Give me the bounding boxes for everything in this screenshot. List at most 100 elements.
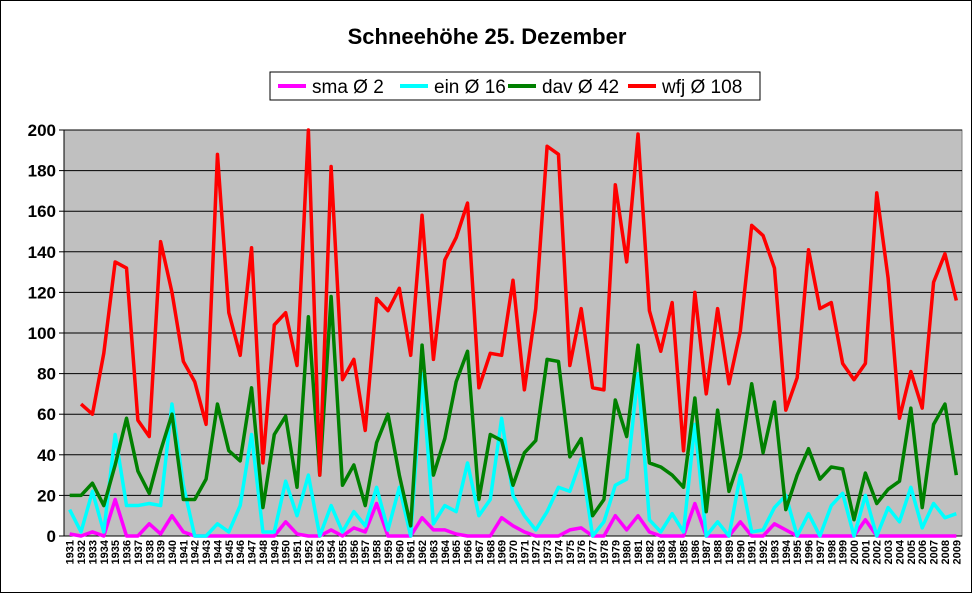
y-tick-label: 180: [28, 162, 56, 181]
x-tick-label: 1974: [553, 539, 565, 564]
x-tick-label: 2006: [917, 540, 929, 564]
chart-title: Schneehöhe 25. Dezember: [348, 24, 627, 49]
x-tick-label: 1964: [440, 539, 452, 564]
x-tick-label: 1944: [212, 539, 224, 564]
x-tick-label: 1995: [792, 540, 804, 564]
x-tick-label: 1933: [87, 540, 99, 564]
legend-label: wfj Ø 108: [661, 77, 742, 98]
x-tick-label: 1986: [690, 540, 702, 564]
x-tick-label: 1970: [508, 540, 520, 564]
x-tick-label: 1935: [110, 540, 122, 564]
x-tick-label: 1949: [269, 540, 281, 564]
x-tick-label: 2001: [860, 540, 872, 564]
x-tick-label: 2000: [849, 540, 861, 564]
x-tick-label: 1946: [235, 540, 247, 564]
y-tick-label: 20: [37, 486, 56, 505]
x-tick-label: 1994: [781, 539, 793, 564]
x-tick-label: 1982: [644, 540, 656, 564]
x-tick-label: 1977: [588, 540, 600, 564]
y-tick-label: 0: [47, 527, 56, 546]
x-tick-label: 1942: [190, 540, 202, 564]
x-tick-label: 1952: [303, 540, 315, 564]
x-tick-label: 1960: [394, 540, 406, 564]
x-tick-label: 1963: [428, 540, 440, 564]
x-tick-label: 1984: [667, 539, 679, 564]
x-tick-label: 1989: [724, 540, 736, 564]
x-tick-label: 1990: [735, 540, 747, 564]
x-tick-label: 1980: [622, 540, 634, 564]
x-tick-label: 1969: [497, 540, 509, 564]
x-tick-label: 1959: [383, 540, 395, 564]
x-tick-label: 1966: [463, 540, 475, 564]
x-tick-label: 1993: [769, 540, 781, 564]
x-tick-label: 1950: [281, 540, 293, 564]
x-tick-label: 2008: [940, 540, 952, 564]
x-tick-label: 1945: [224, 540, 236, 564]
x-tick-label: 1955: [337, 540, 349, 564]
x-tick-label: 1953: [315, 540, 327, 564]
y-tick-label: 100: [28, 324, 56, 343]
x-tick-label: 1975: [565, 540, 577, 564]
y-tick-label: 40: [37, 446, 56, 465]
x-tick-label: 1956: [349, 540, 361, 564]
x-tick-label: 1991: [747, 540, 759, 564]
series-line: [68, 371, 957, 538]
x-tick-label: 1992: [758, 540, 770, 564]
x-tick-label: 1961: [406, 540, 418, 564]
x-tick-label: 1940: [167, 540, 179, 564]
x-tick-label: 1987: [701, 540, 713, 564]
x-tick-label: 1979: [610, 540, 622, 564]
series-line: [79, 128, 959, 477]
y-tick-label: 160: [28, 202, 56, 221]
x-tick-label: 1978: [599, 540, 611, 564]
series-line: [69, 497, 957, 538]
x-tick-label: 1931: [65, 540, 77, 564]
x-tick-label: 1965: [451, 540, 463, 564]
x-tick-label: 2003: [883, 540, 895, 564]
x-tick-label: 1943: [201, 540, 213, 564]
y-tick-label: 80: [37, 365, 56, 384]
x-tick-label: 1939: [156, 540, 168, 564]
legend-label: dav Ø 42: [542, 77, 619, 98]
x-tick-label: 1941: [178, 540, 190, 564]
x-tick-label: 1997: [815, 540, 827, 564]
x-tick-label: 1958: [372, 540, 384, 564]
x-tick-label: 1937: [133, 540, 145, 564]
x-tick-label: 1971: [519, 540, 531, 564]
legend-label: ein Ø 16: [434, 77, 506, 98]
series-line: [69, 294, 959, 528]
x-tick-label: 1936: [122, 540, 134, 564]
y-tick-label: 60: [37, 405, 56, 424]
y-tick-label: 120: [28, 283, 56, 302]
x-tick-label: 1976: [576, 540, 588, 564]
x-tick-label: 2004: [894, 539, 906, 564]
x-tick-label: 2005: [906, 540, 918, 564]
x-tick-label: 1968: [485, 540, 497, 564]
x-tick-label: 1996: [804, 540, 816, 564]
legend-label: sma Ø 2: [312, 77, 384, 98]
x-tick-label: 1988: [713, 540, 725, 564]
x-tick-label: 1957: [360, 540, 372, 564]
x-tick-label: 2009: [951, 540, 963, 564]
x-tick-label: 2007: [929, 540, 941, 564]
x-tick-label: 1954: [326, 539, 338, 564]
x-tick-label: 1962: [417, 540, 429, 564]
x-tick-label: 1985: [679, 540, 691, 564]
y-tick-label: 140: [28, 243, 56, 262]
x-tick-label: 1932: [76, 540, 88, 564]
x-tick-label: 1973: [542, 540, 554, 564]
y-tick-label: 200: [28, 121, 56, 140]
x-tick-label: 1938: [144, 540, 156, 564]
x-tick-label: 1967: [474, 540, 486, 564]
x-tick-label: 1934: [99, 539, 111, 564]
x-tick-label: 1951: [292, 540, 304, 564]
x-tick-label: 1981: [633, 540, 645, 564]
x-tick-label: 1999: [838, 540, 850, 564]
x-tick-label: 1983: [656, 540, 668, 564]
x-tick-label: 1947: [247, 540, 259, 564]
x-tick-label: 1948: [258, 540, 270, 564]
x-tick-label: 1998: [826, 540, 838, 564]
x-tick-label: 1972: [531, 540, 543, 564]
x-tick-label: 2002: [872, 540, 884, 564]
